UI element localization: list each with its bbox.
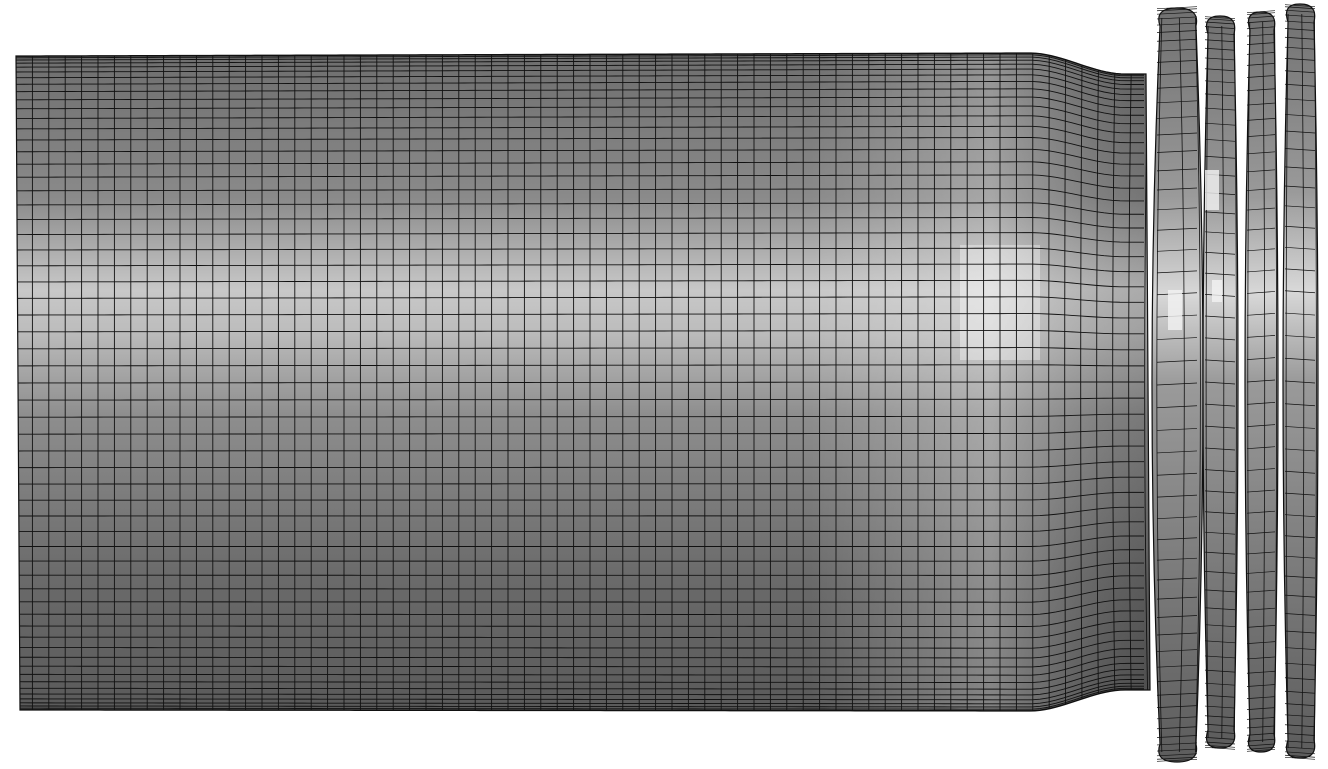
bellows-fold [1202, 15, 1239, 750]
bellows-fold [1282, 3, 1319, 760]
bellows-folds [1151, 3, 1319, 763]
bellows-fold [1244, 10, 1279, 753]
fold-highlight [1168, 290, 1182, 330]
bellows-fold [1151, 6, 1204, 763]
tube-outline [15, 52, 1151, 712]
tube-body [15, 52, 1151, 712]
fold-highlight [1212, 280, 1222, 302]
fold-highlight [1205, 170, 1219, 210]
